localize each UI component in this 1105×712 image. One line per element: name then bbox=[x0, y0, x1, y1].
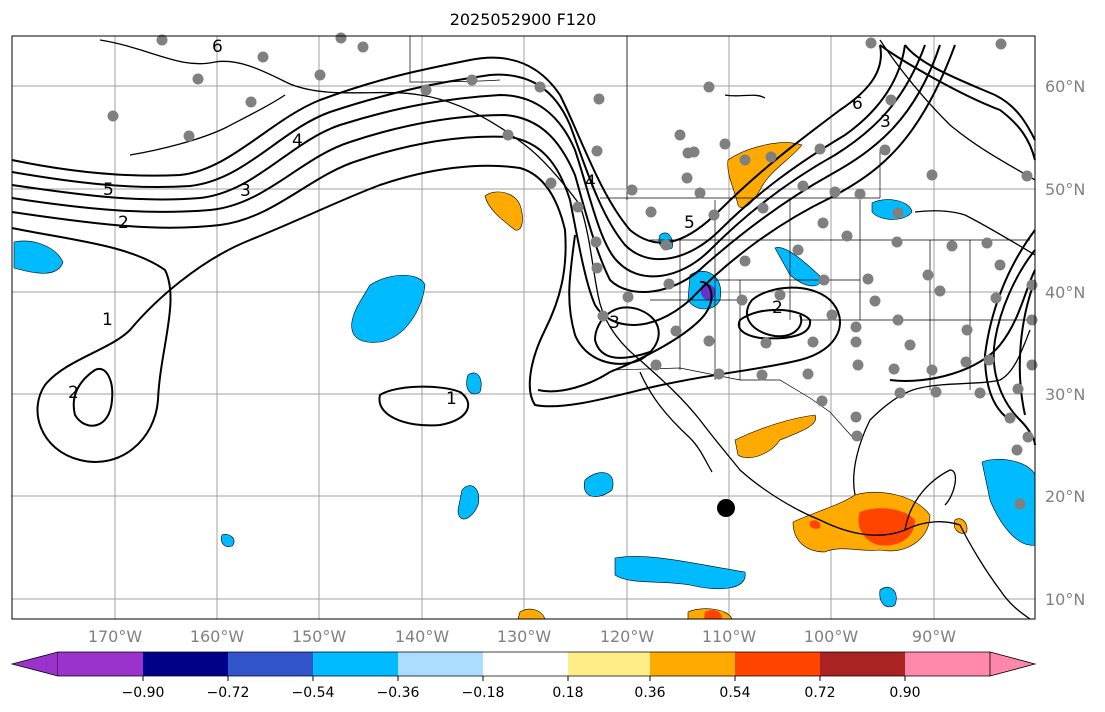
lon-label: 150°W bbox=[292, 627, 347, 646]
contour-label: 5 bbox=[103, 180, 114, 200]
colorbar-segment bbox=[483, 652, 568, 676]
lon-label: 90°W bbox=[912, 627, 956, 646]
colorbar-segment bbox=[905, 652, 990, 676]
contour-label: 4 bbox=[292, 131, 303, 151]
contour-label: 5 bbox=[684, 213, 695, 233]
strong-positive-areas bbox=[704, 508, 915, 619]
station-markers bbox=[107, 32, 1038, 510]
contour-label: 4 bbox=[585, 172, 596, 192]
colorbar-segment bbox=[313, 652, 398, 676]
colorbar-segment bbox=[820, 652, 905, 676]
colorbar-segment bbox=[228, 652, 313, 676]
contour-label: 6 bbox=[852, 94, 863, 114]
colorbar-segment bbox=[568, 652, 650, 676]
colorbar-tick-label: 0.18 bbox=[552, 685, 583, 701]
reference-marker bbox=[717, 499, 735, 517]
lon-label: 130°W bbox=[497, 627, 552, 646]
colorbar-segment bbox=[989, 651, 1037, 677]
lon-label: 100°W bbox=[804, 627, 859, 646]
contour-label: 6 bbox=[212, 37, 223, 57]
lon-label: 120°W bbox=[600, 627, 655, 646]
lat-label: 50°N bbox=[1045, 180, 1085, 199]
map-frame bbox=[11, 35, 1036, 620]
contour-label: 3 bbox=[609, 313, 620, 333]
lon-label: 170°W bbox=[88, 627, 143, 646]
lat-label: 10°N bbox=[1045, 590, 1085, 609]
colorbar-segment bbox=[398, 652, 483, 676]
lon-label: 160°W bbox=[190, 627, 245, 646]
colorbar-segment bbox=[650, 652, 735, 676]
colorbar-tick-label: −0.54 bbox=[292, 685, 335, 701]
contour-label: 3 bbox=[240, 181, 251, 201]
colorbar-segment bbox=[735, 652, 820, 676]
contour-label: 3 bbox=[880, 112, 891, 132]
longitude-axis: 170°W 160°W 150°W 140°W 130°W 120°W 110°… bbox=[88, 627, 956, 646]
colorbar-tick-label: 0.54 bbox=[719, 685, 750, 701]
colorbar-tick-label: −0.90 bbox=[122, 685, 165, 701]
colorbar-tick-label: −0.18 bbox=[462, 685, 505, 701]
lat-label: 30°N bbox=[1045, 385, 1085, 404]
contour-label: 1 bbox=[446, 389, 457, 409]
lon-label: 110°W bbox=[702, 627, 757, 646]
lat-label: 40°N bbox=[1045, 283, 1085, 302]
colorbar-tick-label: −0.72 bbox=[207, 685, 250, 701]
colorbar-segment bbox=[143, 652, 228, 676]
latitude-axis: 60°N 50°N 40°N 30°N 20°N 10°N bbox=[1045, 77, 1085, 609]
contour-label: 1 bbox=[102, 310, 113, 330]
lat-label: 20°N bbox=[1045, 487, 1085, 506]
colorbar-tick-label: 0.72 bbox=[804, 685, 835, 701]
colorbar-tick-label: 0.90 bbox=[889, 685, 920, 701]
negative-anomaly-areas bbox=[13, 199, 1036, 608]
colorbar-segment bbox=[58, 652, 143, 676]
lat-label: 60°N bbox=[1045, 77, 1085, 96]
chart-title: 2025052900 F120 bbox=[449, 10, 597, 29]
colorbar-tick-label: −0.36 bbox=[377, 685, 420, 701]
contour-labels: 6 4 5 3 2 1 2 6 3 4 5 2 3 1 bbox=[68, 37, 891, 409]
contour-label: 2 bbox=[118, 213, 129, 233]
colorbar-segment bbox=[10, 651, 59, 677]
colorbar: −0.90 −0.72 −0.54 −0.36 −0.18 0.18 0.36 … bbox=[10, 651, 1037, 701]
contour-label: 2 bbox=[772, 298, 783, 318]
graticule bbox=[12, 36, 1035, 619]
contour-label: 2 bbox=[68, 383, 79, 403]
lon-label: 140°W bbox=[395, 627, 450, 646]
colorbar-tick-label: 0.36 bbox=[634, 685, 665, 701]
